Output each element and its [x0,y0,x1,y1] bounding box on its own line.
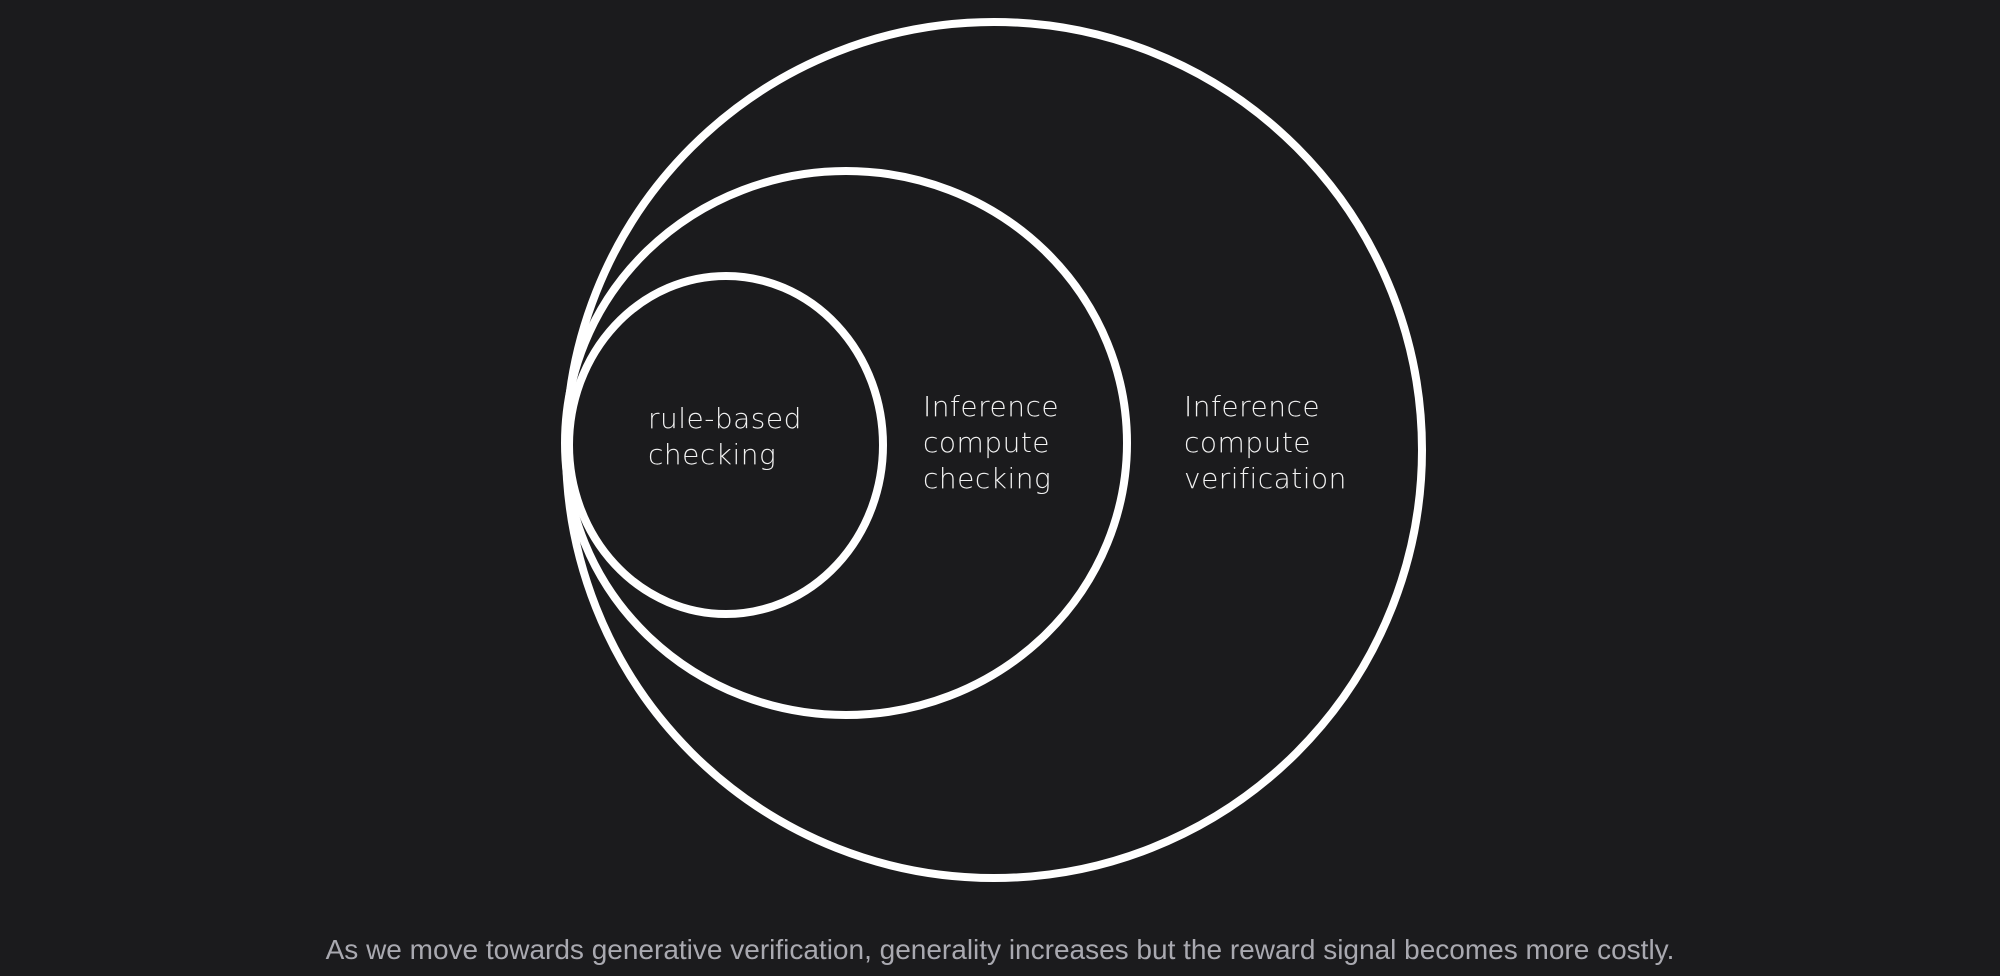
label-line: checking [648,438,776,471]
figure-caption: As we move towards generative verificati… [325,934,1675,965]
label-line: checking [923,462,1051,495]
label-rule-based: rule-based checking [648,402,811,471]
inner-circle-rule-based [565,272,887,618]
label-inference-compute-checking: Inference compute checking [923,390,1068,495]
middle-circle-checking [561,167,1131,719]
label-line: rule-based [648,402,802,435]
nested-circles-diagram: rule-based checking Inference compute ch… [561,18,1426,882]
label-line: compute [923,426,1050,459]
label-line: Inference [1184,390,1320,423]
label-line: Inference [923,390,1059,423]
label-line: compute [1184,426,1311,459]
label-line: verification [1184,462,1347,495]
label-inference-compute-verification: Inference compute verification [1184,390,1347,495]
